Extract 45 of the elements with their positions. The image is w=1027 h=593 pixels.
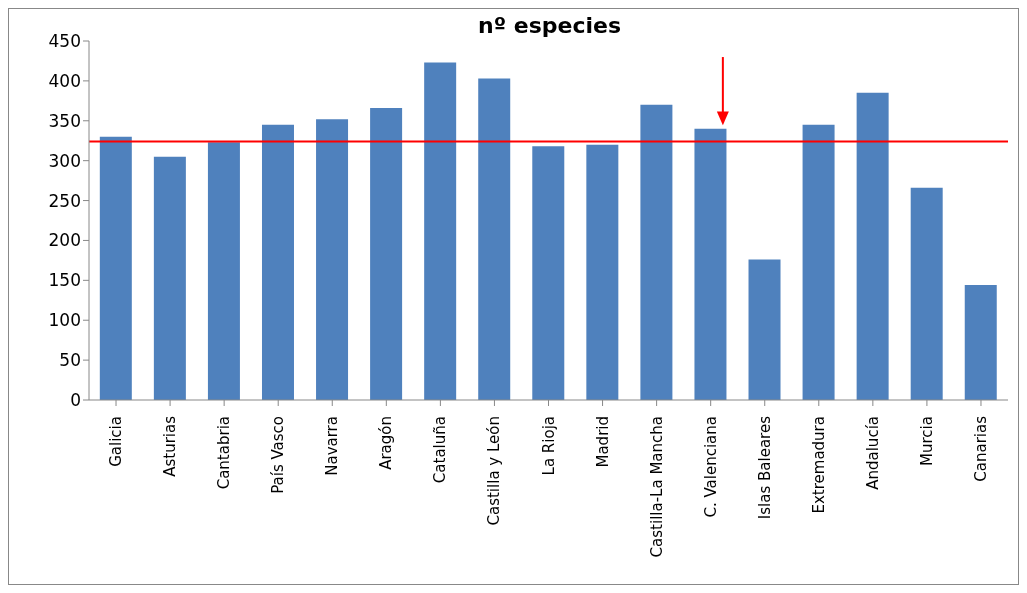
bar bbox=[424, 62, 457, 400]
y-tick-label: 400 bbox=[48, 70, 81, 91]
x-tick-label: Asturias bbox=[161, 415, 180, 477]
x-tick-label: Navarra bbox=[323, 416, 342, 476]
y-tick-label: 0 bbox=[70, 390, 81, 411]
bar bbox=[964, 285, 997, 400]
y-tick-label: 100 bbox=[48, 310, 81, 331]
bar bbox=[856, 92, 889, 400]
x-tick-label: Castilla y León bbox=[485, 416, 504, 526]
x-tick-label: Madrid bbox=[593, 416, 612, 468]
y-tick-label: 300 bbox=[48, 150, 81, 171]
bar bbox=[532, 146, 565, 400]
bar bbox=[910, 187, 943, 400]
chart-title: nº especies bbox=[477, 13, 622, 38]
x-tick-label: Cataluña bbox=[431, 416, 450, 484]
y-tick-label: 450 bbox=[48, 31, 81, 52]
bar bbox=[640, 104, 673, 400]
bar bbox=[694, 128, 727, 400]
bar bbox=[478, 78, 511, 400]
x-tick-label: Cantabria bbox=[215, 416, 234, 490]
x-tick-label: La Rioja bbox=[539, 416, 558, 476]
x-tick-label: Islas Baleares bbox=[755, 415, 774, 520]
y-tick-label: 50 bbox=[59, 350, 81, 371]
x-tick-label: Galicia bbox=[107, 416, 126, 467]
y-tick-label: 350 bbox=[48, 110, 81, 131]
x-tick-label: Andalucía bbox=[863, 416, 882, 490]
bar bbox=[748, 259, 781, 400]
bar bbox=[586, 144, 619, 400]
x-tick-label: Castilla-La Mancha bbox=[647, 416, 666, 558]
y-tick-label: 150 bbox=[48, 270, 81, 291]
x-tick-label: Extremadura bbox=[809, 416, 828, 514]
x-tick-label: C. Valenciana bbox=[701, 416, 720, 518]
bar bbox=[370, 108, 403, 400]
y-tick-label: 250 bbox=[48, 190, 81, 211]
bar bbox=[207, 142, 240, 400]
x-tick-label: Canarias bbox=[971, 415, 990, 482]
y-tick-label: 200 bbox=[48, 230, 81, 251]
x-tick-label: Aragón bbox=[377, 416, 396, 470]
bar bbox=[316, 119, 349, 400]
x-tick-label: País Vasco bbox=[269, 416, 288, 494]
bar bbox=[802, 124, 835, 400]
bar bbox=[153, 156, 186, 400]
x-tick-label: Murcia bbox=[917, 416, 936, 466]
bar bbox=[261, 124, 294, 400]
bar bbox=[99, 136, 132, 400]
